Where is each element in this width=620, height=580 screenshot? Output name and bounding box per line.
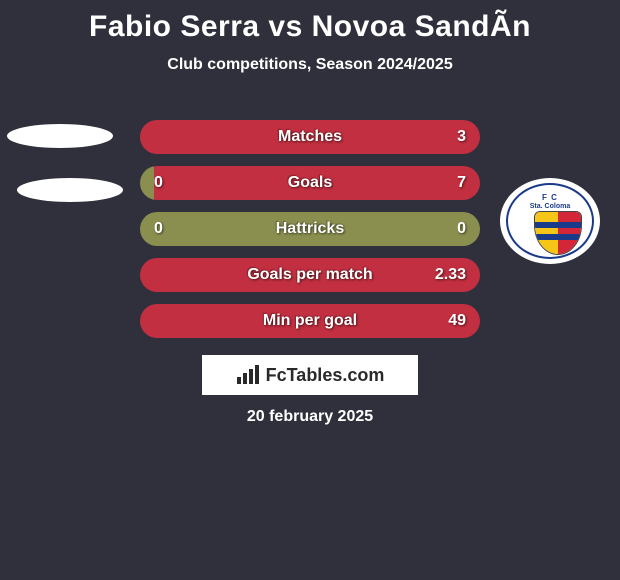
left-decor-ellipse-2 <box>17 178 123 202</box>
bar-right-fill <box>140 120 480 154</box>
bar-right-fill <box>154 166 480 200</box>
stat-bar: 2.33Goals per match <box>140 258 480 292</box>
date-text: 20 february 2025 <box>0 408 620 426</box>
stat-bar: 3Matches <box>140 120 480 154</box>
bar-left-fill <box>140 166 154 200</box>
page-subtitle: Club competitions, Season 2024/2025 <box>0 56 620 74</box>
club-crest: F C Sta. Coloma <box>500 178 600 264</box>
stat-bar: 00Hattricks <box>140 212 480 246</box>
stat-bar: 49Min per goal <box>140 304 480 338</box>
bar-left-fill <box>140 212 480 246</box>
crest-text-mid: Sta. Coloma <box>508 203 592 210</box>
bar-chart-icon <box>236 365 260 385</box>
crest-shield <box>534 211 582 255</box>
bar-right-fill <box>140 258 480 292</box>
left-decor-ellipse-1 <box>7 124 113 148</box>
crest-text-top: F C <box>508 193 592 202</box>
bar-right-fill <box>140 304 480 338</box>
branding-text: FcTables.com <box>266 365 385 386</box>
crest-ring: F C Sta. Coloma <box>506 183 594 259</box>
stats-bars-area: 3Matches 07Goals 00Hattricks 2.33Goals per … <box>140 120 480 350</box>
branding-box[interactable]: FcTables.com <box>202 355 418 395</box>
page-title: Fabio Serra vs Novoa SandÃ­n <box>0 0 620 44</box>
stat-bar: 07Goals <box>140 166 480 200</box>
